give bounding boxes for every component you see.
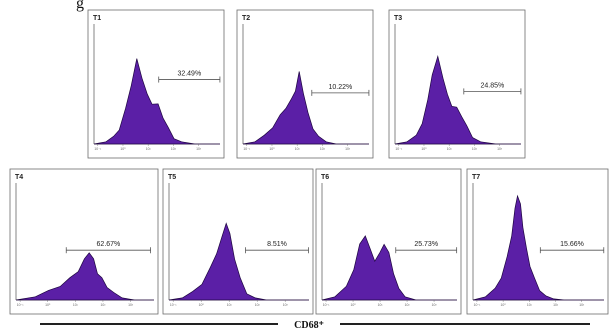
histogram-panels: T1 10⁻¹ 10⁰ 10¹ 10² 10³ 32.49% T2 10⁻¹ 10⁰ 10¹ 10² 1… — [9, 9, 609, 315]
gate-percent-label: 10.22% — [328, 84, 352, 91]
histogram-area — [242, 71, 369, 145]
x-tick-label: 10³ — [432, 303, 438, 307]
x-tick-label: 10² — [255, 303, 261, 307]
histogram-area — [321, 235, 457, 301]
x-tick-label: 10⁰ — [199, 303, 205, 307]
x-tick-label: 10¹ — [73, 303, 79, 307]
panel-label: T2 — [242, 15, 250, 22]
panel-label: T6 — [321, 174, 329, 181]
panel-label: T7 — [472, 174, 480, 181]
gate-marker: 62.67% — [65, 241, 152, 254]
x-tick-label: 10³ — [579, 303, 585, 307]
x-tick-label: 10¹ — [146, 147, 152, 151]
x-tick-label: 10⁰ — [269, 147, 275, 151]
x-tick-label: 10⁰ — [501, 303, 507, 307]
x-tick-label: 10² — [100, 303, 106, 307]
x-tick-label: 10⁻¹ — [94, 147, 102, 151]
x-tick-label: 10³ — [128, 303, 134, 307]
x-tick-label: 10⁰ — [45, 303, 51, 307]
gate-percent-label: 32.49% — [177, 71, 201, 78]
gate-percent-label: 24.85% — [480, 82, 504, 89]
x-tick-label: 10⁻¹ — [395, 147, 403, 151]
panel-t4: T4 10⁻¹ 10⁰ 10¹ 10² 10³ 62.67% — [9, 168, 159, 315]
panel-t3: T3 10⁻¹ 10⁰ 10¹ 10² 10³ 24.85% — [388, 9, 526, 159]
x-tick-label: 10² — [320, 147, 326, 151]
panel-label: T1 — [93, 15, 101, 22]
x-tick-label: 10¹ — [227, 303, 233, 307]
panel-label: T5 — [168, 174, 176, 181]
panel-t2: T2 10⁻¹ 10⁰ 10¹ 10² 10³ 10.22% — [236, 9, 374, 159]
x-tick-label: 10² — [553, 303, 559, 307]
gate-marker: 10.22% — [311, 84, 370, 96]
x-tick-label: 10³ — [345, 147, 351, 151]
x-tick-label: 10² — [472, 147, 478, 151]
gate-percent-label: 8.51% — [267, 241, 287, 248]
x-tick-label: 10⁰ — [120, 147, 126, 151]
gate-percent-label: 25.73% — [414, 241, 438, 248]
x-tick-label: 10⁻¹ — [243, 147, 251, 151]
figure-header-fragment: g — [76, 0, 84, 12]
x-tick-label: 10⁻¹ — [17, 303, 25, 307]
x-tick-label: 10⁰ — [421, 147, 427, 151]
panel-t6: T6 10⁻¹ 10⁰ 10¹ 10² 10³ 25.73% — [315, 168, 462, 315]
panel-t1: T1 10⁻¹ 10⁰ 10¹ 10² 10³ 32.49% — [87, 9, 225, 159]
x-tick-label: 10³ — [497, 147, 503, 151]
gate-percent-label: 15.66% — [560, 241, 584, 248]
gate-percent-label: 62.67% — [97, 241, 121, 248]
x-tick-label: 10¹ — [295, 147, 301, 151]
x-tick-label: 10⁰ — [350, 303, 356, 307]
gate-marker: 25.73% — [395, 241, 458, 254]
gate-marker: 32.49% — [158, 71, 221, 83]
x-tick-label: 10¹ — [447, 147, 453, 151]
x-tick-label: 10³ — [196, 147, 202, 151]
x-tick-label: 10³ — [283, 303, 289, 307]
x-tick-label: 10⁻¹ — [323, 303, 331, 307]
histogram-area — [394, 55, 521, 145]
histogram-area — [15, 252, 154, 301]
panel-t7: T7 10⁻¹ 10⁰ 10¹ 10² 10³ 15.66% — [466, 168, 609, 315]
gate-marker: 24.85% — [463, 82, 522, 95]
x-tick-label: 10⁻¹ — [474, 303, 482, 307]
panel-label: T4 — [15, 174, 23, 181]
gate-marker: 15.66% — [539, 241, 605, 254]
histogram-area — [93, 58, 220, 145]
x-tick-label: 10¹ — [527, 303, 533, 307]
histogram-area — [472, 194, 604, 301]
panel-t5: T5 10⁻¹ 10⁰ 10¹ 10² 10³ 8.51% — [162, 168, 314, 315]
histogram-area — [168, 222, 309, 301]
gate-marker: 8.51% — [245, 241, 309, 254]
cd68-axis-bar: CD68⁺ — [40, 320, 590, 331]
panel-label: T3 — [394, 15, 402, 22]
x-tick-label: 10¹ — [378, 303, 384, 307]
cd68-axis-label: CD68⁺ — [294, 320, 324, 331]
x-tick-label: 10² — [405, 303, 411, 307]
x-tick-label: 10⁻¹ — [170, 303, 178, 307]
x-tick-label: 10² — [171, 147, 177, 151]
